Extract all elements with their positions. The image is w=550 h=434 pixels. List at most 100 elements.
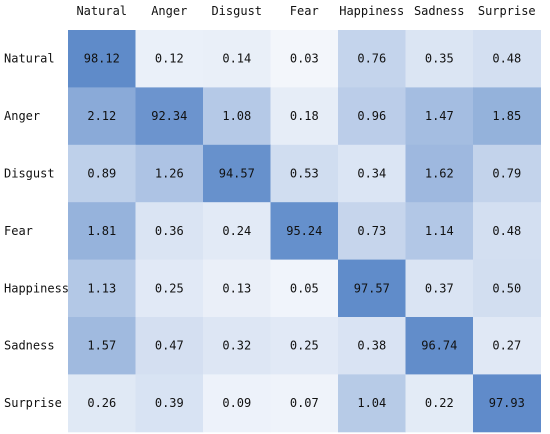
heatmap-cell-fear-surprise xyxy=(473,202,541,261)
cell-value-label: 0.79 xyxy=(492,167,521,181)
x-tick-label-happiness: Happiness xyxy=(339,4,404,18)
heatmap-cell-anger-fear xyxy=(270,87,339,146)
heatmap-cell-happiness-anger xyxy=(135,259,204,318)
y-tick-labels: Natural Anger Disgust Fear Happiness Sadness S… xyxy=(4,52,69,410)
heatmap-cell-happiness-surprise xyxy=(473,259,541,318)
heatmap-cell-disgust-sadness xyxy=(405,144,474,203)
cell-value-label: 0.32 xyxy=(222,339,251,353)
cell-value-label: 1.81 xyxy=(87,224,116,238)
cell-value-label: 0.36 xyxy=(155,224,184,238)
cell-value-label: 0.05 xyxy=(290,281,319,295)
heatmap-cell-disgust-fear xyxy=(270,144,339,203)
cell-value-label: 97.57 xyxy=(354,281,390,295)
cell-value-label: 0.18 xyxy=(290,109,319,123)
cell-value-label: 1.14 xyxy=(425,224,454,238)
heatmap-cell-natural-disgust xyxy=(203,30,271,88)
heatmap-cell-disgust-happiness xyxy=(338,144,406,203)
heatmap-cell-sadness-disgust xyxy=(203,317,271,375)
heatmap-cell-natural-happiness xyxy=(338,30,406,88)
cell-value-label: 1.08 xyxy=(222,109,251,123)
heatmap-cell-anger-sadness xyxy=(405,87,474,146)
heatmap-cell-natural-surprise xyxy=(473,30,541,88)
cell-value-label: 0.73 xyxy=(357,224,386,238)
cell-value-label: 0.96 xyxy=(357,109,386,123)
heatmap-cell-sadness-fear xyxy=(270,317,339,375)
y-tick-label-fear: Fear xyxy=(4,224,33,238)
x-tick-label-anger: Anger xyxy=(151,4,187,18)
cell-value-label: 0.34 xyxy=(357,167,386,181)
heatmap-cell-disgust-surprise xyxy=(473,144,541,203)
cell-value-label: 0.22 xyxy=(425,396,454,410)
heatmap-cell-happiness-natural xyxy=(68,259,136,318)
cell-value-label: 2.12 xyxy=(87,109,116,123)
heatmap-cell-anger-surprise xyxy=(473,87,541,146)
cell-value-label: 0.14 xyxy=(222,52,251,66)
cell-value-label: 0.12 xyxy=(155,52,184,66)
y-tick-label-sadness: Sadness xyxy=(4,339,55,353)
cell-value-label: 0.47 xyxy=(155,339,184,353)
heatmap-cell-sadness-sadness xyxy=(405,317,474,375)
cell-value-label: 0.25 xyxy=(290,339,319,353)
cell-value-label: 0.76 xyxy=(357,52,386,66)
heatmap-cell-disgust-anger xyxy=(135,144,204,203)
cell-value-label: 0.48 xyxy=(492,224,521,238)
cell-value-label: 95.24 xyxy=(286,224,322,238)
heatmap-cell-natural-fear xyxy=(270,30,339,88)
heatmap-cells: 98.12 0.12 0.14 0.03 0.76 0.35 0.48 2.12 92.34 1.… xyxy=(68,30,541,433)
cell-value-label: 92.34 xyxy=(151,109,187,123)
cell-value-label: 0.27 xyxy=(492,339,521,353)
cell-value-label: 0.37 xyxy=(425,281,454,295)
x-tick-label-disgust: Disgust xyxy=(211,4,262,18)
x-tick-labels: Natural Anger Disgust Fear Happiness Sadness S… xyxy=(76,4,535,18)
heatmap-cell-fear-sadness xyxy=(405,202,474,261)
heatmap-cell-happiness-sadness xyxy=(405,259,474,318)
cell-value-label: 0.13 xyxy=(222,281,251,295)
x-tick-label-surprise: Surprise xyxy=(478,4,536,18)
heatmap-cell-natural-natural xyxy=(68,30,136,88)
y-tick-label-disgust: Disgust xyxy=(4,167,55,181)
heatmap-cell-fear-happiness xyxy=(338,202,406,261)
x-tick-label-natural: Natural xyxy=(76,4,127,18)
cell-value-label: 0.26 xyxy=(87,396,116,410)
cell-value-label: 98.12 xyxy=(84,52,120,66)
cell-value-label: 0.89 xyxy=(87,167,116,181)
cell-value-label: 96.74 xyxy=(421,339,457,353)
cell-value-label: 0.53 xyxy=(290,167,319,181)
heatmap-cell-surprise-sadness xyxy=(405,374,474,433)
heatmap-cell-natural-anger xyxy=(135,30,204,88)
heatmap-cell-fear-disgust xyxy=(203,202,271,261)
heatmap-cell-sadness-surprise xyxy=(473,317,541,375)
cell-value-label: 0.50 xyxy=(492,281,521,295)
heatmap-cell-happiness-happiness xyxy=(338,259,406,318)
y-tick-label-natural: Natural xyxy=(4,52,55,66)
heatmap-cell-surprise-anger xyxy=(135,374,204,433)
cell-value-label: 0.48 xyxy=(492,52,521,66)
cell-value-label: 1.26 xyxy=(155,167,184,181)
heatmap-cell-disgust-natural xyxy=(68,144,136,203)
heatmap-cell-surprise-natural xyxy=(68,374,136,433)
x-tick-label-sadness: Sadness xyxy=(414,4,465,18)
cell-value-label: 1.85 xyxy=(492,109,521,123)
cell-value-label: 94.57 xyxy=(219,167,255,181)
heatmap-cell-fear-fear xyxy=(270,202,339,261)
heatmap-cell-happiness-fear xyxy=(270,259,339,318)
x-tick-label-fear: Fear xyxy=(290,4,319,18)
heatmap-cell-anger-natural xyxy=(68,87,136,146)
heatmap-cell-surprise-fear xyxy=(270,374,339,433)
heatmap-cell-happiness-disgust xyxy=(203,259,271,318)
heatmap-cell-natural-sadness xyxy=(405,30,474,88)
cell-value-label: 1.47 xyxy=(425,109,454,123)
cell-value-label: 0.25 xyxy=(155,281,184,295)
cell-value-label: 0.24 xyxy=(222,224,251,238)
heatmap-cell-anger-disgust xyxy=(203,87,271,146)
heatmap-cell-anger-happiness xyxy=(338,87,406,146)
cell-value-label: 0.03 xyxy=(290,52,319,66)
heatmap-cell-surprise-disgust xyxy=(203,374,271,433)
y-tick-label-anger: Anger xyxy=(4,109,40,123)
cell-value-label: 1.62 xyxy=(425,167,454,181)
heatmap-cell-surprise-surprise xyxy=(473,374,541,433)
cell-value-label: 1.57 xyxy=(87,339,116,353)
heatmap-cell-surprise-happiness xyxy=(338,374,406,433)
cell-value-label: 0.07 xyxy=(290,396,319,410)
